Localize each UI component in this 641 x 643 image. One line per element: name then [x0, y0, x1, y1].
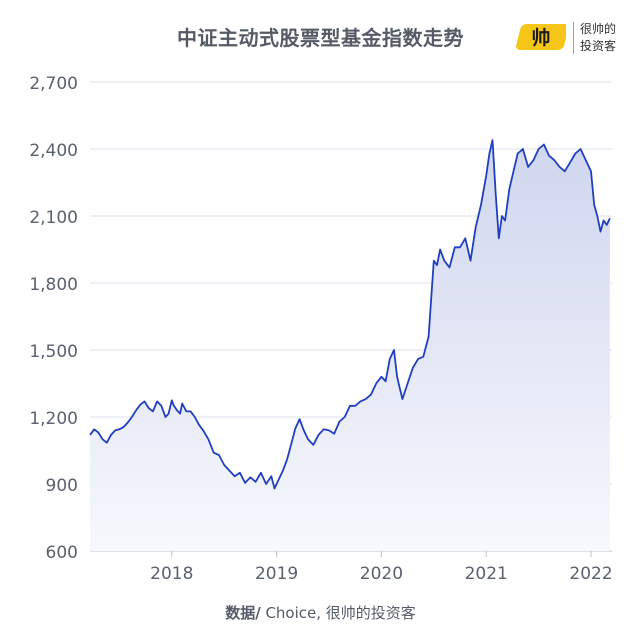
- logo-line-1: 很帅的: [580, 22, 617, 36]
- logo-mark-text: 帅: [531, 27, 550, 49]
- x-tick-label: 2019: [255, 564, 298, 584]
- y-tick-label: 2,400: [29, 141, 78, 161]
- y-tick-label: 1,200: [29, 409, 78, 429]
- x-tick-label: 2021: [465, 564, 508, 584]
- logo-line-2: 投资客: [580, 39, 617, 53]
- series-line: [89, 139, 611, 490]
- y-tick-label: 2,700: [29, 74, 78, 94]
- x-tick-label: 2020: [360, 564, 403, 584]
- source-label: 数据/: [225, 604, 261, 622]
- logo-mark-icon: 帅: [516, 24, 566, 50]
- y-tick-label: 600: [46, 543, 78, 563]
- brand-logo: 帅 很帅的 投资客: [514, 18, 636, 58]
- x-tick-label: 2018: [150, 564, 193, 584]
- series-area: [90, 140, 610, 551]
- chart-title: 中证主动式股票型基金指数走势: [177, 26, 464, 50]
- y-tick-label: 900: [46, 476, 78, 496]
- y-tick-label: 1,500: [29, 342, 78, 362]
- logo-divider: [573, 22, 574, 54]
- source-text: Choice, 很帅的投资客: [260, 604, 416, 622]
- x-tick-label: 2022: [569, 564, 612, 584]
- y-tick-label: 1,800: [29, 275, 78, 295]
- logo-text: 很帅的 投资客: [580, 21, 616, 55]
- data-source: 数据/ Choice, 很帅的投资客: [0, 602, 641, 623]
- y-tick-label: 2,100: [29, 208, 78, 228]
